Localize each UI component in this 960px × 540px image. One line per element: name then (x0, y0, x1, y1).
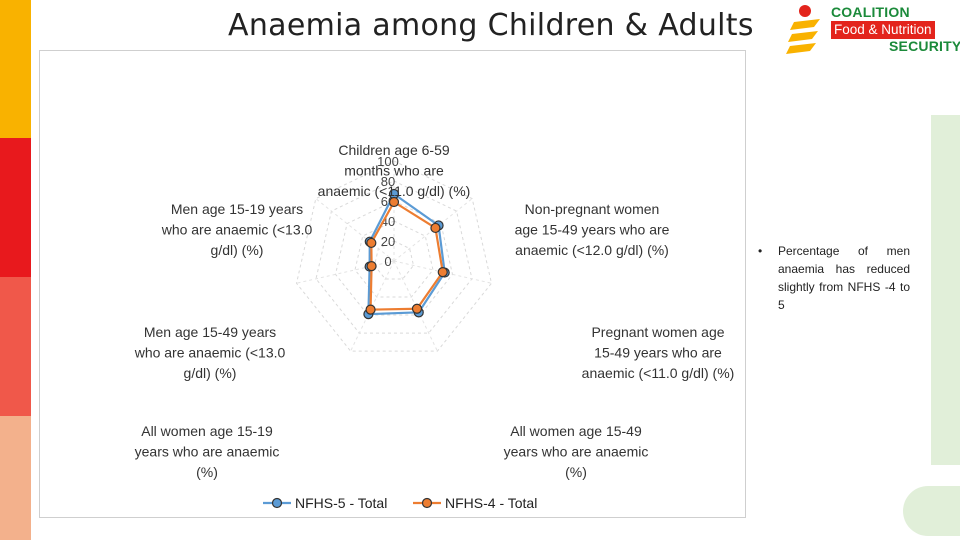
series-2-point (437, 267, 448, 278)
notes-panel: • Percentage of men anaemia has reduced … (758, 242, 910, 314)
radar-grid-ring (295, 160, 493, 352)
axis-label: Children age 6-59 months who are anaemic (… (318, 142, 471, 199)
legend-marker-1 (271, 497, 283, 509)
bullet-point: • (758, 244, 763, 258)
axis-label: Pregnant women age 15-49 years who are ana… (582, 324, 735, 381)
coalition-logo: COALITION Food & Nutrition SECURITY (786, 2, 960, 58)
slide-title: Anaemia among Children & Adults (228, 8, 754, 43)
radar-tick-label: 20 (381, 234, 395, 249)
axis-label: Non-pregnant women age 15-49 years who ar… (515, 201, 670, 258)
series-2-point (365, 304, 376, 315)
logo-text-security: SECURITY (889, 38, 960, 54)
accent-stripe-yellow (0, 0, 31, 138)
logo-mark-icon (786, 5, 820, 54)
radar-grid-ring (334, 200, 454, 316)
series-2-point (366, 261, 377, 272)
series-2-point (430, 222, 441, 234)
decorative-green-bar (931, 115, 960, 465)
legend-label: NFHS-4 - Total (445, 495, 537, 511)
axis-label: All women age 15-49 years who are anaemic… (504, 423, 649, 480)
logo-text-coalition: COALITION (831, 4, 910, 20)
radar-chart-frame: 0 20 40 60 80 100 Children age 6-59 months who … (39, 50, 746, 518)
note-text: Percentage of men anaemia has reduced sl… (778, 244, 910, 312)
radar-grid-ring (354, 220, 434, 298)
radar-tick-label: 0 (384, 254, 391, 269)
logo-text-food-nutrition: Food & Nutrition (831, 21, 935, 39)
accent-stripe-coral (0, 277, 31, 416)
radar-grid-ring (315, 180, 473, 334)
decorative-green-shape (903, 486, 960, 536)
radar-tick-label: 100 (377, 154, 399, 169)
accent-stripe-red (0, 138, 31, 277)
legend-marker-2 (421, 497, 433, 509)
axis-label: Men age 15-19 years who are anaemic (<13.… (161, 201, 313, 258)
series-line-1 (367, 192, 446, 316)
radar-grid-ring (373, 240, 415, 280)
radar-spoke (296, 260, 395, 284)
series-2-point (366, 237, 377, 249)
radar-tick-label: 80 (381, 174, 395, 189)
legend-label: NFHS-5 - Total (295, 495, 387, 511)
accent-stripe-peach (0, 416, 31, 540)
series-2-point (388, 196, 400, 208)
axis-label: Men age 15-49 years who are anaemic (<13.… (134, 324, 286, 381)
series-2-point (411, 303, 423, 314)
radar-spoke (315, 198, 395, 262)
axis-label: All women age 15-19 years who are anaemic… (135, 423, 280, 480)
